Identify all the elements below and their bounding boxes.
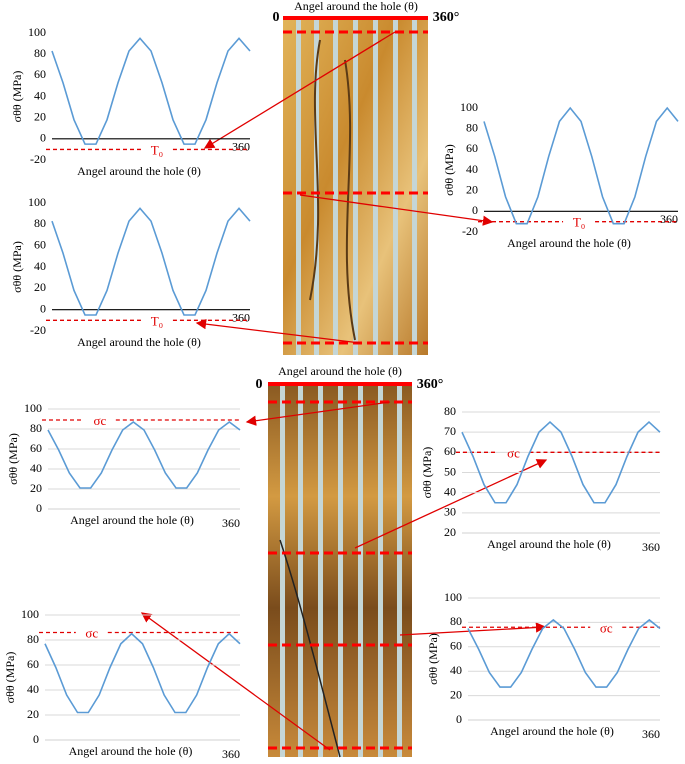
y-tick-label: 80 (444, 404, 456, 418)
y-tick-label: 80 (27, 632, 39, 646)
y-tick-label: 20 (30, 481, 42, 495)
y-tick-label: 100 (444, 590, 462, 604)
y-tick-label: -20 (30, 152, 46, 166)
y-tick-label: 40 (34, 259, 46, 273)
threshold-label: σc (600, 620, 613, 635)
y-tick-label: 80 (34, 46, 46, 60)
y-tick-label: 0 (33, 732, 39, 746)
x-tick-label: 360 (222, 747, 240, 759)
image-end: 360° (417, 377, 444, 392)
threshold-label: T₀ (151, 142, 163, 157)
arrows (140, 31, 548, 751)
x-tick-label: 360 (642, 540, 660, 554)
y-tick-label: 60 (30, 441, 42, 455)
data-line (51, 37, 251, 145)
y-axis-label: σθθ (MPa) (10, 241, 24, 293)
data-line (47, 420, 241, 489)
image-end: 360° (433, 10, 460, 25)
y-tick-label: 40 (27, 682, 39, 696)
y-axis-label: σθθ (MPa) (10, 71, 24, 123)
y-tick-label: 20 (27, 707, 39, 721)
threshold-label: σc (93, 413, 106, 428)
data-line (51, 207, 251, 316)
y-axis-label: σθθ (MPa) (426, 633, 440, 685)
y-tick-label: 0 (40, 131, 46, 145)
y-axis-label: σθθ (MPa) (3, 652, 17, 704)
x-tick-label: 360 (660, 212, 678, 226)
y-tick-label: 100 (28, 195, 46, 209)
y-tick-label: -20 (30, 323, 46, 337)
data-line (44, 632, 241, 714)
image-start: 0 (256, 377, 263, 392)
y-tick-label: 20 (466, 182, 478, 196)
x-axis-label: Angel around the hole (θ) (507, 236, 631, 250)
y-tick-label: 100 (24, 401, 42, 415)
y-tick-label: 100 (460, 100, 478, 114)
y-tick-label: 30 (444, 505, 456, 519)
y-tick-label: 40 (450, 663, 462, 677)
y-tick-label: 20 (450, 687, 462, 701)
x-tick-label: 360 (642, 727, 660, 741)
data-line (461, 420, 661, 504)
y-tick-label: 100 (21, 607, 39, 621)
x-axis-label: Angel around the hole (θ) (490, 724, 614, 738)
y-tick-label: 80 (34, 216, 46, 230)
y-tick-label: -20 (462, 224, 478, 238)
y-tick-label: 0 (456, 712, 462, 726)
x-tick-label: 360 (232, 310, 250, 324)
y-tick-label: 80 (450, 614, 462, 628)
y-tick-label: 40 (34, 88, 46, 102)
x-axis-label: Angel around the hole (θ) (487, 537, 611, 551)
y-tick-label: 0 (40, 301, 46, 315)
threshold-label: σc (85, 625, 98, 640)
y-axis-label: σθθ (MPa) (6, 433, 20, 485)
y-tick-label: 60 (34, 237, 46, 251)
y-tick-label: 60 (27, 657, 39, 671)
y-tick-label: 40 (30, 461, 42, 475)
x-axis-label: Angel around the hole (θ) (69, 744, 193, 758)
y-axis-label: σθθ (MPa) (442, 144, 456, 196)
y-tick-label: 0 (36, 501, 42, 515)
image-title: Angel around the hole (θ) (278, 364, 402, 378)
image-start: 0 (273, 10, 280, 25)
y-tick-label: 100 (28, 25, 46, 39)
y-tick-label: 20 (444, 525, 456, 539)
y-tick-label: 70 (444, 424, 456, 438)
y-tick-label: 0 (472, 203, 478, 217)
threshold-label: T₀ (573, 215, 585, 230)
x-axis-label: Angel around the hole (θ) (77, 164, 201, 178)
image-title: Angel around the hole (θ) (294, 0, 418, 13)
y-tick-label: 20 (34, 109, 46, 123)
y-tick-label: 20 (34, 280, 46, 294)
y-tick-label: 40 (444, 484, 456, 498)
y-tick-label: 80 (30, 421, 42, 435)
x-axis-label: Angel around the hole (θ) (70, 513, 194, 527)
data-line (467, 618, 661, 688)
x-tick-label: 360 (222, 516, 240, 530)
y-tick-label: 60 (450, 639, 462, 653)
y-axis-label: σθθ (MPa) (420, 447, 434, 499)
threshold-label: σc (507, 445, 520, 460)
threshold-label: T₀ (151, 313, 163, 328)
borehole-image-bottom (268, 382, 412, 758)
y-tick-label: 80 (466, 120, 478, 134)
y-tick-label: 60 (466, 141, 478, 155)
y-tick-label: 50 (444, 464, 456, 478)
borehole-image-top (283, 16, 428, 355)
x-tick-label: 360 (232, 140, 250, 154)
x-axis-label: Angel around the hole (θ) (77, 335, 201, 349)
y-tick-label: 40 (466, 162, 478, 176)
y-tick-label: 60 (444, 444, 456, 458)
data-line (483, 106, 679, 225)
y-tick-label: 60 (34, 67, 46, 81)
